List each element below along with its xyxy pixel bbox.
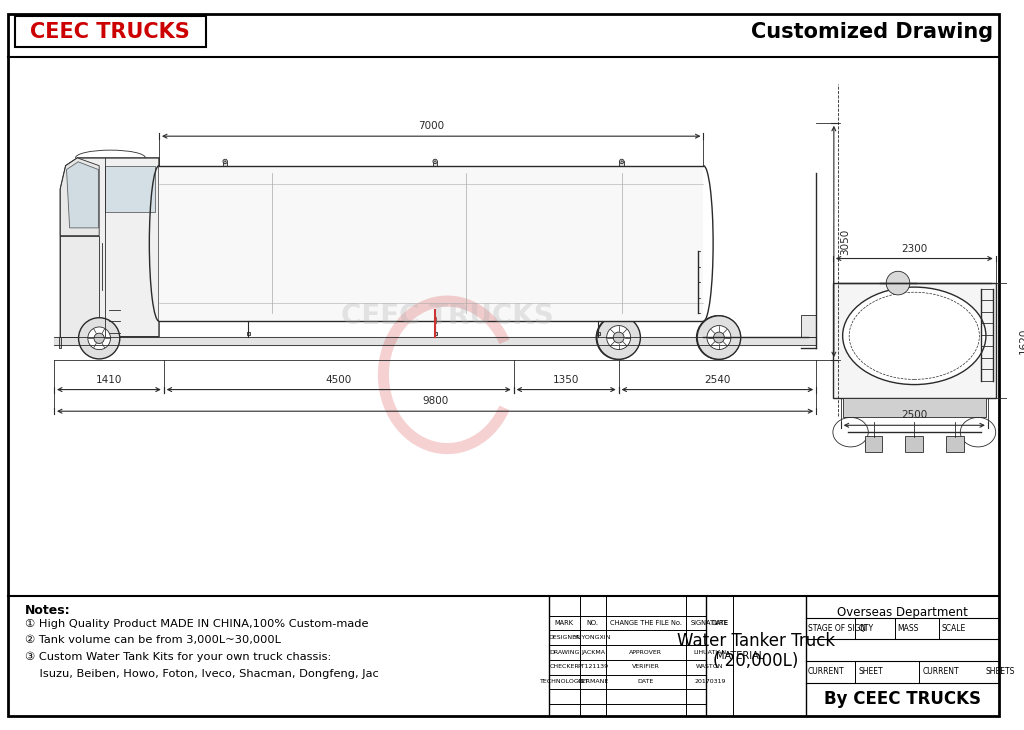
Bar <box>620 161 624 166</box>
Ellipse shape <box>843 287 986 385</box>
Text: 4500: 4500 <box>326 374 352 385</box>
Bar <box>833 283 995 398</box>
Text: LIHUATIAN: LIHUATIAN <box>693 650 726 655</box>
Text: CURRENT: CURRENT <box>923 667 958 676</box>
Text: 7000: 7000 <box>418 121 444 131</box>
Circle shape <box>622 161 623 162</box>
Bar <box>905 436 924 452</box>
Bar <box>433 161 437 166</box>
Circle shape <box>714 332 724 343</box>
Text: 20170319: 20170319 <box>694 679 726 684</box>
Bar <box>843 398 986 418</box>
Bar <box>597 332 600 335</box>
Text: ③ Custom Water Tank Kits for your own truck chassis:: ③ Custom Water Tank Kits for your own tr… <box>25 652 331 662</box>
Text: By CEEC TRUCKS: By CEEC TRUCKS <box>824 691 981 708</box>
Bar <box>434 317 436 323</box>
Text: 2300: 2300 <box>901 244 928 253</box>
Text: APPROVER: APPROVER <box>630 650 663 655</box>
Polygon shape <box>67 162 98 228</box>
Text: 3050: 3050 <box>840 228 850 255</box>
Polygon shape <box>60 236 99 337</box>
Text: PT121139: PT121139 <box>578 664 608 669</box>
Text: DRAWING: DRAWING <box>549 650 580 655</box>
Bar <box>801 315 816 337</box>
Circle shape <box>707 326 731 350</box>
Text: ② Tank volume can be from 3,000L~30,000L: ② Tank volume can be from 3,000L~30,000L <box>25 635 281 645</box>
Text: CHECKER: CHECKER <box>550 664 580 669</box>
Text: MATERIAL: MATERIAL <box>716 651 764 661</box>
Text: VERIFIER: VERIFIER <box>632 664 659 669</box>
Text: JACKMA: JACKMA <box>581 650 605 655</box>
Polygon shape <box>104 166 156 212</box>
Text: SHEETS: SHEETS <box>985 667 1015 676</box>
Text: TECHNOLOGIST: TECHNOLOGIST <box>540 679 589 684</box>
Text: Notes:: Notes: <box>25 604 71 617</box>
Circle shape <box>88 327 111 350</box>
Text: NO.: NO. <box>587 620 599 626</box>
Circle shape <box>696 316 740 359</box>
Circle shape <box>224 161 225 162</box>
Polygon shape <box>60 158 99 236</box>
Text: SHEET: SHEET <box>858 667 883 676</box>
Circle shape <box>606 326 631 350</box>
Text: CEEC TRUCKS: CEEC TRUCKS <box>341 301 554 330</box>
Text: 1410: 1410 <box>95 374 122 385</box>
Circle shape <box>886 272 909 295</box>
Bar <box>58 337 61 348</box>
Text: DATE: DATE <box>711 620 728 626</box>
Bar <box>434 332 436 335</box>
Text: CHANGE THE FILE No.: CHANGE THE FILE No. <box>610 620 682 626</box>
Text: 1620: 1620 <box>1019 327 1024 353</box>
Circle shape <box>434 161 436 162</box>
Text: STAGE OF SIGN: STAGE OF SIGN <box>808 624 866 633</box>
Text: Overseas Department: Overseas Department <box>837 606 968 619</box>
Circle shape <box>596 316 640 359</box>
Text: MASS: MASS <box>898 624 919 633</box>
Text: 1350: 1350 <box>553 374 580 385</box>
Text: Water Tanker Truck
( 20,000L): Water Tanker Truck ( 20,000L) <box>677 631 836 670</box>
Bar <box>223 161 227 166</box>
Circle shape <box>620 159 624 164</box>
Polygon shape <box>60 158 159 337</box>
Text: 2500: 2500 <box>901 410 928 420</box>
Circle shape <box>223 159 227 164</box>
Text: ① High Quality Product MADE IN CHINA,100% Custom-made: ① High Quality Product MADE IN CHINA,100… <box>25 618 368 629</box>
Text: Customized Drawing: Customized Drawing <box>751 22 993 42</box>
Bar <box>159 166 703 321</box>
Text: QTY: QTY <box>858 624 873 633</box>
Text: 2540: 2540 <box>705 374 730 385</box>
Text: CURRENT: CURRENT <box>808 667 845 676</box>
Circle shape <box>79 318 120 359</box>
Text: SIGNATURE: SIGNATURE <box>691 620 729 626</box>
Text: 9800: 9800 <box>422 396 449 407</box>
Text: YUYONGXIN: YUYONGXIN <box>574 635 611 639</box>
Text: DATE: DATE <box>638 679 654 684</box>
Bar <box>946 436 964 452</box>
Ellipse shape <box>849 292 979 380</box>
Text: WASTON: WASTON <box>696 664 724 669</box>
Circle shape <box>697 316 740 359</box>
Circle shape <box>94 333 104 343</box>
Bar <box>864 436 883 452</box>
Circle shape <box>613 332 624 343</box>
Text: CEEC TRUCKS: CEEC TRUCKS <box>31 22 190 42</box>
Circle shape <box>597 316 640 359</box>
Text: GERMANE: GERMANE <box>578 679 608 684</box>
Bar <box>14 16 207 47</box>
Bar <box>247 332 250 335</box>
Text: Isuzu, Beiben, Howo, Foton, Iveco, Shacman, Dongfeng, Jac: Isuzu, Beiben, Howo, Foton, Iveco, Shacm… <box>25 669 378 679</box>
Text: DESIGNER: DESIGNER <box>548 635 581 639</box>
Text: MARK: MARK <box>555 620 573 626</box>
Text: SCALE: SCALE <box>942 624 966 633</box>
Circle shape <box>433 159 437 164</box>
